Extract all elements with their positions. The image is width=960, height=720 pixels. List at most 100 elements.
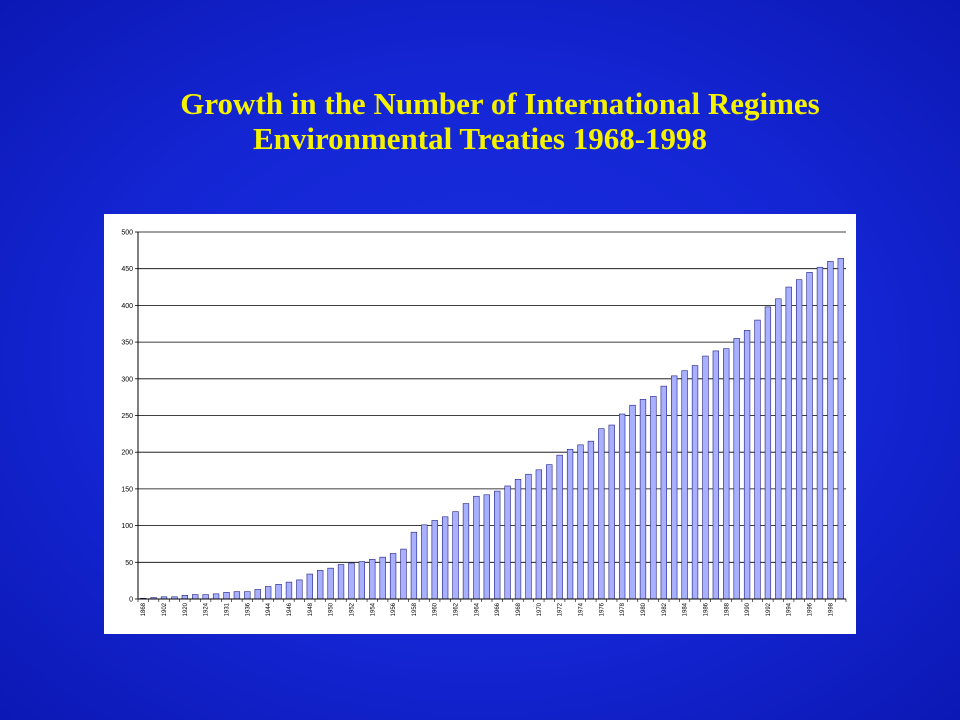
x-tick-label: 1990: [745, 602, 751, 616]
bar: [525, 473, 532, 600]
x-tick-label: 1902: [162, 602, 168, 616]
title-line-1: Growth in the Number of International Re…: [180, 86, 820, 121]
bar: [337, 564, 345, 600]
bar: [181, 595, 189, 600]
x-tick-label: 1956: [391, 602, 397, 616]
x-tick-label: 1950: [329, 602, 335, 616]
x-tick-label: 1924: [204, 602, 210, 616]
bar: [244, 591, 251, 600]
bar: [702, 355, 709, 600]
x-tick-label: 1988: [724, 602, 730, 616]
bar: [733, 338, 740, 600]
bar: [233, 591, 241, 600]
y-tick-label: 300: [121, 376, 133, 383]
bar: [358, 561, 366, 600]
bar: [452, 511, 459, 600]
y-tick-label: 350: [121, 340, 133, 347]
y-tick-label: 150: [121, 486, 133, 493]
x-tick-label: 1992: [766, 602, 772, 616]
bar: [671, 375, 678, 600]
bar: [389, 553, 397, 600]
bar: [806, 272, 813, 600]
bar: [608, 424, 615, 600]
x-tick-label: 1958: [412, 602, 418, 616]
bar: [546, 464, 553, 600]
bar: [795, 279, 803, 600]
bars: [140, 258, 844, 600]
bar: [348, 562, 355, 600]
bar: [775, 298, 782, 600]
x-tick-label: 1962: [454, 602, 460, 616]
x-tick-label: 1946: [287, 602, 293, 616]
x-axis-ticks: 1868 1902 1920 1924 1931 1936 1944 1946 1948 1950…: [137, 599, 847, 616]
bar: [764, 306, 772, 600]
x-tick-label: 1986: [703, 602, 709, 616]
bar: [212, 593, 220, 600]
bar: [192, 594, 199, 600]
y-tick-label: 400: [121, 303, 133, 310]
bar: [785, 286, 792, 600]
x-tick-label: 1936: [245, 602, 251, 616]
y-tick-label: 250: [121, 413, 133, 420]
bar: [421, 524, 428, 600]
bar: [285, 581, 293, 600]
bar: [618, 413, 626, 600]
x-tick-label: 1948: [308, 602, 314, 616]
axes: [137, 232, 846, 600]
bar: [681, 370, 688, 600]
bar: [660, 385, 667, 600]
x-tick-label: 1982: [662, 602, 668, 616]
bar: [504, 485, 511, 600]
y-tick-label: 0: [129, 597, 133, 604]
y-tick-label: 500: [121, 230, 133, 237]
bar: [369, 559, 376, 600]
bar: [598, 428, 605, 600]
bar: [712, 350, 720, 600]
x-tick-label: 1954: [370, 602, 376, 616]
x-tick-label: 1978: [620, 602, 626, 616]
x-tick-label: 1980: [641, 602, 647, 616]
y-tick-label: 200: [121, 450, 133, 457]
x-tick-label: 1868: [141, 602, 147, 616]
bar: [317, 570, 324, 600]
bar: [629, 404, 636, 600]
x-tick-label: 1964: [474, 602, 480, 616]
x-tick-label: 1984: [683, 602, 689, 616]
bar: [410, 531, 418, 600]
bar: [723, 348, 730, 600]
bar: [483, 494, 490, 600]
x-tick-label: 1966: [495, 602, 501, 616]
x-tick-label: 1960: [433, 602, 439, 616]
y-tick-label: 50: [125, 560, 133, 567]
bar: [275, 584, 282, 600]
bar: [566, 448, 574, 600]
bar: [587, 440, 595, 600]
title-line-2: Environmental Treaties 1968-1998: [252, 121, 708, 156]
x-tick-label: 1968: [516, 602, 522, 616]
bar: [327, 567, 334, 600]
bar: [400, 548, 407, 600]
y-tick-label: 100: [121, 523, 133, 530]
bar: [691, 365, 699, 600]
x-tick-label: 1952: [349, 602, 355, 616]
bar: [754, 319, 761, 600]
bar: [535, 469, 543, 600]
gridlines: [138, 231, 846, 563]
bar: [264, 586, 272, 600]
bar: [431, 520, 438, 600]
x-tick-label: 1972: [558, 602, 564, 616]
bar: [223, 592, 230, 600]
bar: [379, 556, 386, 600]
bar: [650, 396, 657, 600]
x-tick-label: 1994: [787, 602, 793, 616]
x-tick-label: 1996: [808, 602, 814, 616]
bar: [254, 589, 261, 600]
bar: [577, 444, 584, 600]
bar: [556, 454, 563, 600]
x-tick-label: 1976: [599, 602, 605, 616]
x-tick-label: 1920: [183, 602, 189, 616]
chart-panel: 0 50 100 150 200 250 300 350 400 450 500 1868 1902 1…: [104, 214, 856, 634]
bar: [514, 479, 522, 600]
y-axis-ticks: 0 50 100 150 200 250 300 350 400 450 500: [121, 230, 138, 604]
